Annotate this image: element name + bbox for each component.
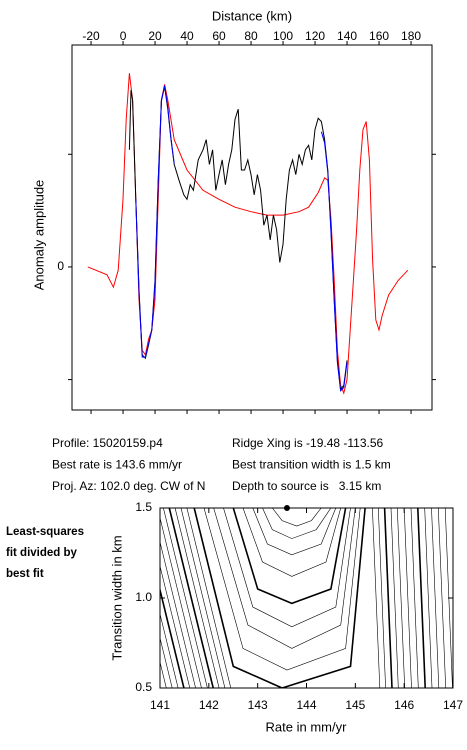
x-tick-label: 140 [337,29,357,43]
x-axis-title: Distance (km) [212,8,292,23]
contour-line [160,516,202,688]
x-tick-label: 160 [369,29,389,43]
contour-line [424,508,433,688]
x-tick-label: 144 [296,698,316,712]
contour-line [213,508,356,649]
y-tick-label: 0 [57,259,64,273]
contour-line [180,508,226,688]
contour-line [372,508,381,688]
info-text: Best transition width is 1.5 km [232,458,391,472]
plot-area [87,73,409,395]
contour-line [160,564,191,688]
side-label: Least-squares [6,526,84,538]
x-tick-label: 100 [273,29,293,43]
x-tick-label: 142 [199,698,219,712]
y-tick-label: 1.0 [135,590,152,604]
contour-line [193,508,366,688]
x-axis-title: Rate in mm/yr [266,719,348,734]
info-text: Best rate is 143.6 mm/yr [52,458,182,472]
x-tick-label: 180 [401,29,421,43]
x-tick-label: -20 [82,29,100,43]
contour-line [163,508,208,688]
x-tick-label: 143 [248,698,268,712]
contour-line [262,508,332,539]
info-text: Ridge Xing is -19.48 -113.56 [232,436,384,450]
y-tick-label: 0.5 [135,680,152,694]
best-fit-point [283,505,290,511]
contour-line [383,508,393,688]
side-label: best fit [6,568,44,580]
x-tick-label: 80 [244,29,258,43]
x-tick-label: 0 [120,29,127,43]
contour-line [397,508,405,688]
info-text: Proj. Az: 102.0 deg. CW of N [52,479,205,493]
info-text: Profile: 15020159.p4 [52,436,163,450]
x-tick-label: 20 [148,29,162,43]
contour-line [242,508,341,577]
contour-line [223,508,351,628]
y-tick-label: 1.5 [135,500,152,514]
profile-frame [71,44,433,411]
x-tick-label: 40 [180,29,194,43]
contour-line [378,508,386,688]
x-tick-label: 146 [394,698,414,712]
contour-line [252,508,337,556]
contour-line [438,508,446,688]
x-tick-label: 60 [212,29,226,43]
contour-line [203,508,361,671]
contour-line [160,540,196,688]
contour-line [403,508,412,688]
contour-line [444,508,453,688]
profile-line [87,73,409,395]
contour-line [431,508,440,688]
side-label: fit divided by [6,547,78,559]
info-text: Depth to source is 3.15 km [232,479,381,493]
contour-line [168,508,214,688]
contour-line [160,636,173,688]
contour-line [272,508,322,527]
contour-line [390,508,399,688]
x-tick-label: 141 [150,698,170,712]
x-tick-label: 147 [443,698,463,712]
x-tick-label: 145 [345,698,365,712]
profile-line [128,86,348,392]
contour-line [186,508,232,688]
contour-line [417,508,426,688]
y-axis-title: Transition width in km [109,535,124,660]
contour-line [410,508,419,688]
x-tick-label: 120 [305,29,325,43]
contour-line [232,508,347,605]
contour-line [160,586,185,688]
contour-line [174,508,220,688]
profile-line [135,85,348,392]
plot-area [160,508,453,688]
contour-line [160,612,179,688]
y-axis-title: Anomaly amplitude [31,180,46,291]
